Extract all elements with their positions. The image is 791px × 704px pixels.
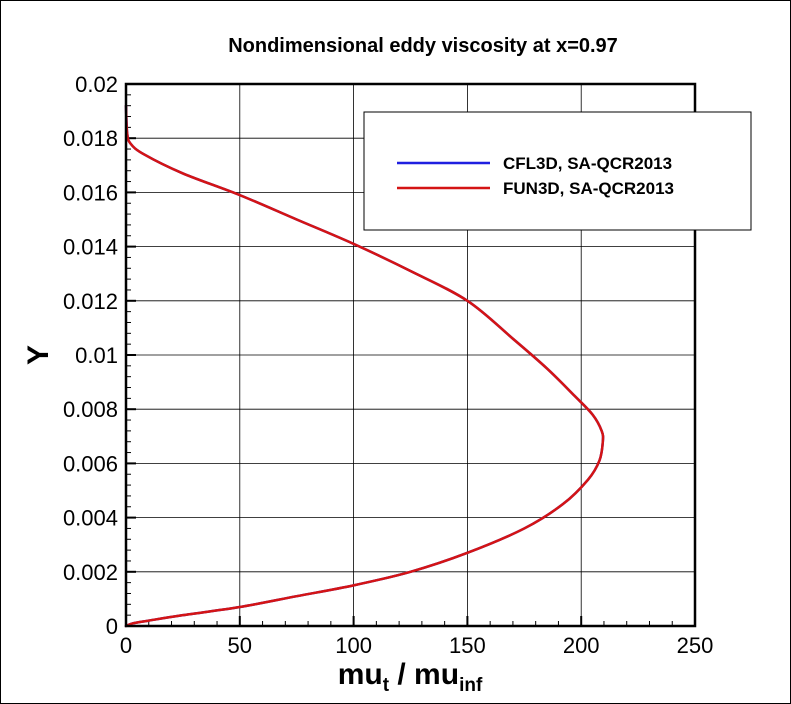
plot-border (124, 82, 697, 628)
y-tick-label: 0.002 (63, 560, 118, 585)
x-tick-label: 100 (335, 633, 372, 658)
y-tick-label: 0.006 (63, 451, 118, 476)
y-tick-label: 0.004 (63, 506, 118, 531)
x-axis-label: mut / muinf (338, 658, 483, 696)
series-line-fun3d (124, 104, 605, 628)
chart-title: Nondimensional eddy viscosity at x=0.97 (228, 35, 618, 57)
x-tick-label: 50 (228, 633, 252, 658)
legend-box (363, 111, 752, 231)
x-tick-labels: 0 50 100 150 200 250 (120, 633, 713, 658)
y-tick-label: 0.016 (63, 180, 118, 205)
legend-label-cfl3d: CFL3D, SA-QCR2013 (503, 154, 672, 173)
x-tick-label: 150 (449, 633, 486, 658)
x-tick-label: 200 (563, 633, 600, 658)
legend: CFL3D, SA-QCR2013 FUN3D, SA-QCR2013 (363, 111, 752, 231)
y-tick-labels: 0 0.002 0.004 0.006 0.008 0.01 0.012 0.014 0.016… (63, 72, 118, 639)
y-tick-label: 0 (106, 614, 118, 639)
y-tick-label: 0.02 (75, 72, 118, 97)
y-tick-label: 0.008 (63, 397, 118, 422)
y-tick-label: 0.012 (63, 289, 118, 314)
series-lines (124, 104, 605, 628)
x-tick-label: 0 (120, 633, 132, 658)
y-tick-label: 0.01 (75, 343, 118, 368)
y-tick-label: 0.014 (63, 235, 118, 260)
legend-label-fun3d: FUN3D, SA-QCR2013 (503, 179, 674, 198)
y-axis-label: Y (22, 345, 55, 365)
x-tick-label: 250 (677, 633, 714, 658)
y-tick-label: 0.018 (63, 126, 118, 151)
